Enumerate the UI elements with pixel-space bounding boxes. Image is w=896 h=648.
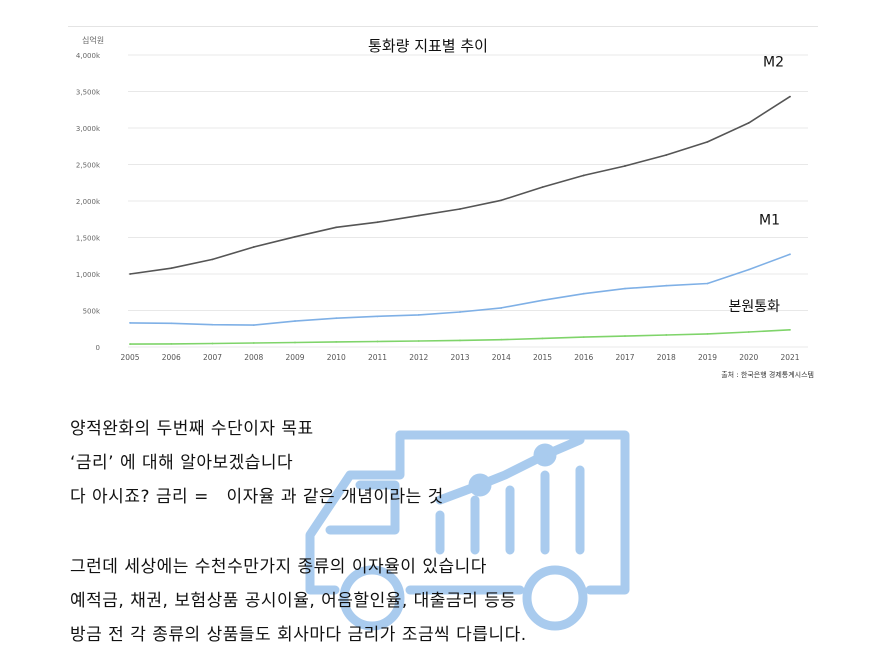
data-point (747, 331, 750, 333)
y-tick-label: 1,500k (76, 235, 101, 243)
data-point (294, 235, 296, 238)
x-tick-label: 2014 (492, 353, 511, 362)
x-tick-label: 2009 (285, 353, 304, 362)
data-point (706, 332, 709, 335)
grid-lines (128, 54, 808, 348)
x-tick-label: 2012 (409, 353, 428, 362)
data-point (170, 267, 173, 270)
series-label-3: 본원통화 (728, 299, 780, 315)
data-point (129, 322, 131, 324)
data-point (335, 340, 338, 343)
y-tick-label: 3,500k (76, 89, 101, 97)
series-label-1: M2 (763, 55, 784, 71)
data-point (665, 284, 668, 287)
data-point (706, 282, 709, 285)
x-tick-label: 2016 (574, 353, 593, 362)
data-point (129, 343, 131, 345)
data-point (582, 292, 585, 295)
data-point (294, 341, 296, 344)
x-tick-label: 2021 (780, 353, 799, 362)
data-point (665, 154, 668, 156)
data-point (541, 299, 544, 302)
money-supply-chart: 0 500k 1,000k 1,500k 2,000k 2,500k 3,000k 3,500… (68, 26, 818, 379)
data-point (294, 320, 296, 322)
paragraph-2-line-1: 그런데 세상에는 수천수만가지 종류의 이자율이 있습니다 (70, 557, 487, 577)
data-point (211, 342, 214, 345)
series-labels: M2 M1 본원통화 (728, 55, 784, 315)
data-point (335, 226, 338, 229)
data-point (252, 246, 255, 248)
data-point (459, 208, 461, 210)
x-tick-labels: 2005 2006 2007 2008 2009 2010 2011 2012 2013 2014… (120, 353, 799, 362)
data-point (706, 140, 709, 143)
series-line-1 (129, 95, 791, 275)
data-point (541, 186, 544, 189)
x-tick-label: 2017 (615, 353, 634, 362)
data-point (417, 214, 420, 217)
data-point (500, 307, 503, 309)
data-point (789, 95, 791, 98)
y-tick-label: 3,000k (76, 125, 101, 133)
y-tick-label: 4,000k (76, 52, 101, 60)
x-tick-label: 2010 (327, 353, 346, 362)
data-point (747, 268, 750, 271)
y-tick-label: 500k (83, 308, 101, 316)
x-tick-label: 2018 (657, 353, 676, 362)
y-tick-label: 1,000k (76, 271, 101, 279)
paragraph-2-line-2: 예적금, 채권, 보험상품 공시이율, 어음할인율, 대출금리 등등 (70, 591, 517, 611)
y-tick-label: 2,500k (76, 162, 101, 170)
y-tick-labels: 0 500k 1,000k 1,500k 2,000k 2,500k 3,000k 3,500… (76, 52, 101, 352)
data-point (170, 322, 173, 325)
data-point (211, 258, 214, 261)
x-tick-label: 2005 (120, 353, 139, 362)
x-tick-label: 2015 (533, 353, 552, 362)
series-lines (129, 95, 791, 345)
data-point (500, 199, 503, 202)
x-tick-label: 2020 (739, 353, 758, 362)
chart-title: 통화량 지표별 추이 (368, 37, 488, 55)
data-point (582, 336, 585, 339)
x-tick-label: 2006 (162, 353, 181, 362)
data-point (624, 165, 626, 167)
data-point (170, 342, 173, 345)
x-tick-label: 2019 (698, 353, 717, 362)
series-line-3 (129, 329, 791, 345)
data-point (624, 335, 626, 337)
data-point (459, 311, 461, 313)
truck-growth-watermark-icon (305, 430, 630, 631)
paragraph-2-line-3: 방금 전 각 종류의 상품들도 회사마다 금리가 조금씩 다릅니다. (70, 625, 527, 645)
data-point (252, 324, 255, 326)
data-point (129, 273, 131, 275)
data-point (417, 313, 420, 316)
data-point (459, 339, 461, 342)
data-point (376, 221, 379, 224)
data-point (789, 253, 791, 256)
paragraph-1-line-3: 다 아시죠? 금리 = 이자율 과 같은 개념이라는 것 (70, 487, 444, 507)
x-tick-label: 2007 (203, 353, 222, 362)
data-point (624, 287, 626, 290)
x-tick-label: 2011 (368, 353, 387, 362)
data-point (376, 340, 379, 343)
data-point (335, 317, 338, 320)
series-line-2 (129, 253, 791, 326)
x-tick-label: 2008 (244, 353, 263, 362)
paragraph-1-line-1: 양적완화의 두번째 수단이자 목표 (70, 419, 314, 439)
data-point (376, 315, 379, 318)
chart-unit-label: 십억원 (82, 35, 104, 45)
chart-source: 출처 : 한국은행 경제통계시스템 (721, 370, 814, 379)
data-point (541, 337, 544, 340)
y-tick-label: 0 (96, 344, 100, 352)
data-point (747, 121, 750, 124)
data-point (665, 334, 668, 336)
series-label-2: M1 (759, 212, 780, 228)
data-point (582, 174, 585, 177)
data-point (789, 328, 791, 331)
data-point (500, 338, 503, 341)
data-point (252, 342, 255, 344)
data-point (417, 340, 420, 342)
paragraph-1-line-2: ‘금리’ 에 대해 알아보겠습니다 (70, 453, 294, 473)
x-tick-label: 2013 (450, 353, 469, 362)
data-point (211, 323, 214, 326)
y-tick-label: 2,000k (76, 198, 101, 206)
